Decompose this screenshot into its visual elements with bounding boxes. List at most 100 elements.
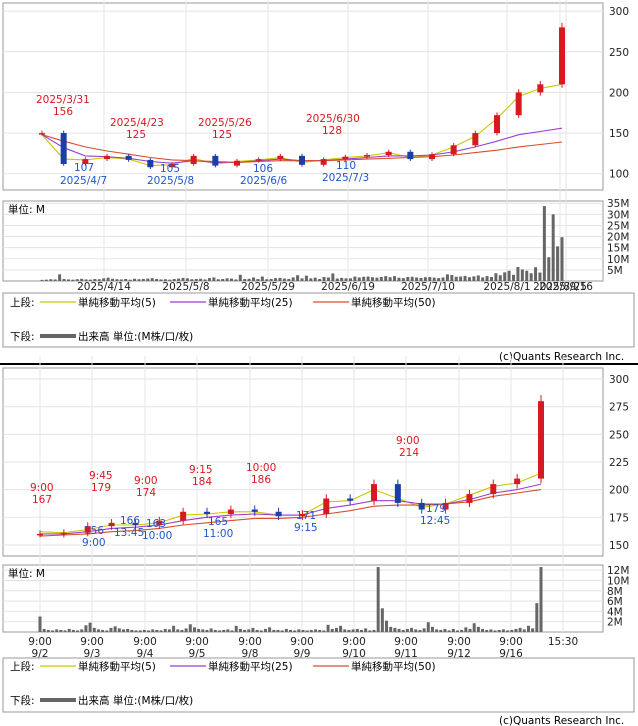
x-tick-date: 9/11 bbox=[394, 648, 418, 660]
volume-tick-label: 8M bbox=[607, 586, 623, 598]
volume-bar bbox=[84, 625, 88, 632]
x-tick-label: 2025/6/19 bbox=[321, 281, 375, 293]
candle-body bbox=[204, 511, 210, 514]
volume-bar bbox=[185, 278, 189, 281]
volume-bar bbox=[362, 276, 366, 281]
volume-bar bbox=[334, 627, 338, 632]
volume-tick-label: 15M bbox=[607, 243, 629, 255]
x-tick-time: 9:00 bbox=[290, 636, 314, 648]
volume-bar bbox=[340, 277, 344, 281]
volume-bar bbox=[113, 626, 117, 632]
volume-bar bbox=[102, 278, 106, 281]
volume-bar bbox=[38, 616, 42, 632]
annot-low-date: 2025/7/3 bbox=[322, 172, 369, 184]
annot-low-date: 2025/4/7 bbox=[60, 175, 107, 187]
volume-bar bbox=[203, 279, 207, 281]
x-tick-date: 9/16 bbox=[499, 648, 523, 660]
volume-bar bbox=[476, 626, 480, 632]
daily-price-gridlines bbox=[3, 0, 603, 210]
volume-bar bbox=[326, 624, 330, 632]
candle-body bbox=[212, 155, 219, 166]
volume-bar bbox=[106, 277, 110, 281]
volume-bar bbox=[255, 629, 259, 632]
copyright: (c)Quants Research Inc. bbox=[499, 351, 624, 363]
volume-bar bbox=[75, 279, 79, 281]
volume-bar bbox=[269, 279, 273, 281]
volume-bar bbox=[347, 629, 351, 632]
volume-bar bbox=[146, 278, 150, 281]
volume-bar bbox=[364, 628, 368, 632]
moving-average-line bbox=[40, 483, 542, 535]
volume-tick-label: 2M bbox=[607, 617, 623, 629]
daily-volume-gridlines bbox=[3, 189, 603, 281]
volume-bar bbox=[357, 277, 361, 281]
volume-bar bbox=[414, 629, 418, 632]
volume-bar bbox=[192, 627, 196, 632]
volume-bar bbox=[199, 278, 203, 281]
volume-bar bbox=[130, 629, 134, 632]
volume-bar bbox=[379, 277, 383, 281]
volume-bar bbox=[247, 278, 251, 281]
annot-low-time: 9:15 bbox=[294, 522, 318, 534]
daily-price-axis: 100 150 200 250 300 bbox=[609, 6, 629, 181]
volume-bar bbox=[418, 629, 422, 632]
volume-bar bbox=[88, 279, 92, 281]
candle-body bbox=[299, 513, 306, 517]
candle-body bbox=[385, 151, 392, 156]
volume-bar bbox=[44, 279, 48, 281]
annot-low-value: 171 bbox=[296, 510, 316, 522]
x-tick-time: 9:00 bbox=[342, 636, 366, 648]
volume-bar bbox=[230, 630, 234, 632]
volume-bar bbox=[376, 567, 380, 632]
volume-bar bbox=[432, 277, 436, 281]
volume-bar bbox=[51, 630, 55, 632]
legend-volume-label: 出来高 単位:(M株/口/枚) bbox=[78, 330, 193, 343]
volume-bar bbox=[96, 629, 100, 632]
x-tick-date: 9/2 bbox=[32, 648, 49, 660]
annot-low-time: 11:00 bbox=[203, 528, 233, 540]
x-tick-time: 9:00 bbox=[394, 636, 418, 648]
volume-bar bbox=[318, 279, 322, 281]
volume-bar bbox=[251, 627, 255, 632]
volume-bar bbox=[67, 628, 71, 632]
volume-bar bbox=[454, 276, 458, 281]
volume-bar bbox=[260, 276, 264, 281]
volume-bar bbox=[426, 622, 430, 632]
candle-body bbox=[490, 484, 497, 495]
volume-bar bbox=[410, 627, 414, 632]
volume-bar bbox=[184, 628, 188, 632]
annot-low-time: 12:45 bbox=[420, 515, 450, 527]
candle-body bbox=[125, 155, 132, 160]
price-tick-label: 200 bbox=[609, 87, 629, 99]
legend-lower-label: 下段: bbox=[10, 694, 35, 707]
volume-bar bbox=[88, 622, 92, 632]
volume-bar bbox=[463, 275, 467, 281]
volume-bar bbox=[401, 629, 405, 632]
volume-bar bbox=[489, 277, 493, 281]
annot-high-value: 214 bbox=[399, 447, 419, 459]
volume-bar bbox=[71, 279, 75, 281]
volume-bar bbox=[529, 273, 533, 281]
volume-bar bbox=[522, 629, 526, 632]
volume-tick-label: 10M bbox=[607, 575, 629, 587]
volume-bar bbox=[229, 278, 233, 281]
volume-bar bbox=[122, 629, 125, 632]
volume-bar bbox=[213, 629, 217, 632]
volume-bar bbox=[138, 630, 142, 632]
x-tick-time: 9:00 bbox=[499, 636, 523, 648]
intraday-legend-box bbox=[2, 657, 635, 713]
volume-bar bbox=[190, 279, 194, 281]
volume-bar bbox=[331, 273, 335, 281]
volume-bar bbox=[485, 276, 489, 281]
annot-high-date: 2025/5/26 bbox=[198, 117, 252, 129]
x-tick-time: 9:00 bbox=[28, 636, 52, 648]
volume-bar bbox=[318, 629, 322, 632]
volume-bar bbox=[348, 278, 352, 281]
volume-bar bbox=[497, 629, 501, 632]
candle-body bbox=[108, 522, 115, 527]
volume-bar bbox=[512, 274, 516, 281]
volume-bar bbox=[489, 629, 493, 632]
volume-bar bbox=[141, 279, 145, 281]
volume-bar bbox=[155, 279, 159, 281]
intraday-x-axis: 9:009/29:009/39:009/49:009/59:009/89:009… bbox=[28, 636, 578, 660]
